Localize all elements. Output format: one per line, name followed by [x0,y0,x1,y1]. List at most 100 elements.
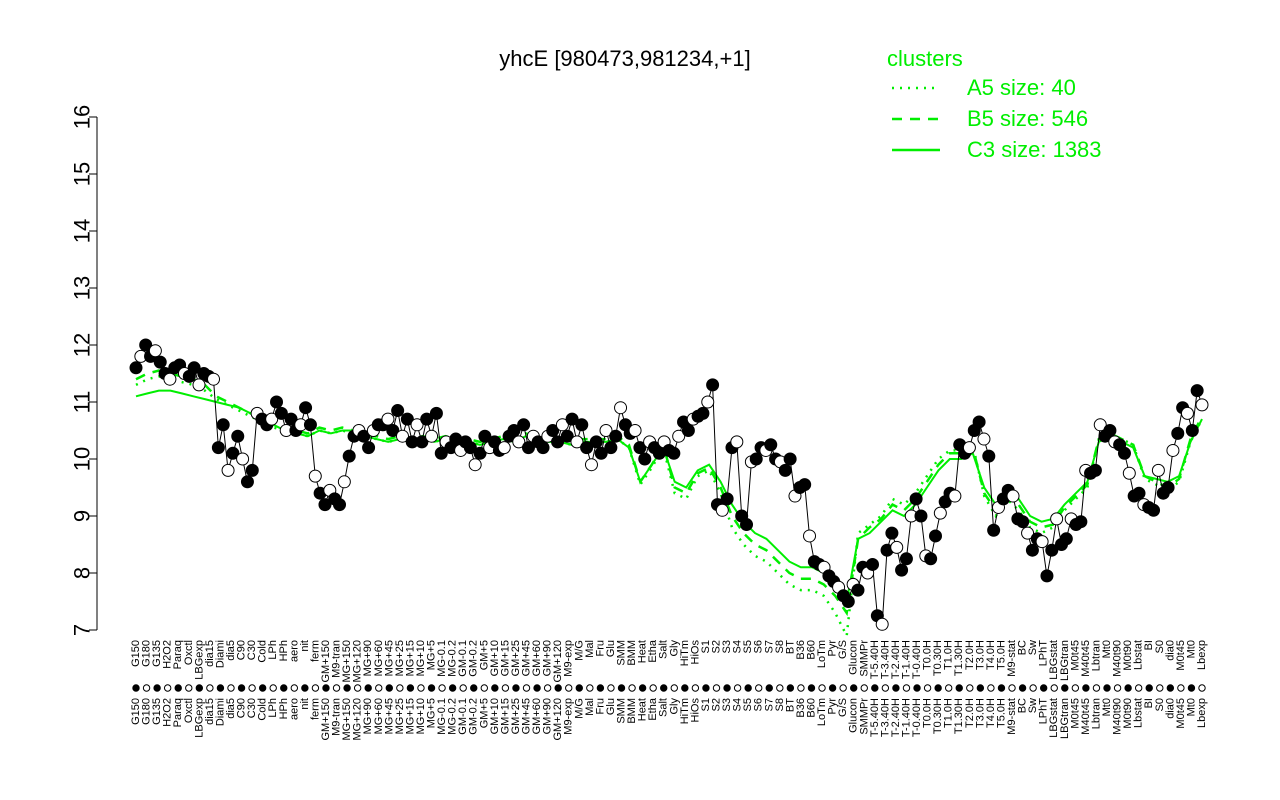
x-tick-label: LoTm [816,698,828,726]
x-tick-label: LPhT [1038,698,1050,725]
data-point [429,406,443,420]
data-point [536,441,550,455]
x-tick-label: M9-stat [1006,640,1018,677]
x-tick-label: Lbtran [1090,698,1102,729]
data-point [895,563,909,577]
x-tick-label: G150 [130,698,142,725]
data-point [1190,384,1204,398]
data-point [948,489,962,503]
data-point [1093,418,1107,432]
y-tick-label: 16 [70,105,95,129]
data-point [614,401,628,415]
x-marker [406,684,415,692]
x-marker [966,684,974,692]
x-marker [280,684,288,692]
x-marker [733,684,742,692]
data-point [551,435,565,449]
x-tick-label: T1.0H [943,698,955,728]
x-marker [691,684,700,692]
data-point [875,617,889,631]
x-tick-label: B36 [795,698,807,718]
x-tick-label: MG+45 [383,698,395,734]
x-marker [543,684,552,692]
x-axis: G150G150G180G180G135G135H2O2H2O2ParaqPar… [130,639,1208,740]
x-tick-label: Pyr [827,698,839,715]
x-tick-label: BT [784,698,796,712]
x-tick-label: C30 [246,698,258,718]
x-tick-label: Paraq [172,640,184,669]
legend-label: B5 size: 546 [967,106,1088,131]
data-point [798,478,812,492]
x-marker [385,684,394,692]
x-tick-label: GM-0.1 [457,698,469,735]
x-marker [1156,684,1164,692]
x-marker [839,684,847,692]
data-point [667,446,681,460]
data-point [236,452,250,466]
x-tick-label: GM+150 [320,640,332,683]
x-tick-label: Cold [257,698,269,721]
x-tick-label: S6 [753,640,765,653]
x-marker [163,684,172,692]
x-marker [1082,684,1090,692]
x-marker [765,684,773,692]
x-marker [470,684,478,692]
x-marker [892,684,900,692]
x-tick-label: Glucon [848,698,860,733]
x-marker [712,684,721,692]
x-marker [1071,684,1080,692]
data-point [977,432,991,446]
data-point [381,412,395,426]
x-tick-label: T-5.40H [869,640,881,679]
x-tick-label: Cold [257,640,269,663]
data-point [153,355,167,369]
x-marker [818,684,826,692]
x-tick-label: LBGstat [1048,640,1060,680]
x-tick-label: GM+15 [499,698,511,734]
x-tick-label: T0.0H [922,698,934,728]
data-point [740,518,754,532]
data-point [1180,406,1194,420]
x-tick-label: T1.0H [943,640,955,670]
x-tick-label: T-0.40H [911,698,923,737]
data-point [594,446,608,460]
x-tick-label: M9-tran [331,698,343,736]
x-tick-label: S2 [710,698,722,711]
x-marker [459,684,467,692]
x-tick-label: Glu [605,640,617,657]
x-tick-label: GM+90 [542,698,554,734]
data-point [231,429,245,443]
x-tick-label: T5.0H [995,640,1007,670]
x-tick-label: M9-exp [563,698,575,735]
x-marker [660,684,668,692]
x-marker [807,684,816,692]
x-tick-label: G135 [151,698,163,725]
x-tick-label: T1.30H [953,640,965,676]
x-tick-label: T0.0H [922,640,934,670]
x-tick-label: MG-0.1 [436,640,448,677]
x-marker [142,684,151,692]
x-tick-label: Fru [594,640,606,657]
x-marker [776,684,784,692]
x-marker [1008,684,1016,692]
x-tick-label: SMM [616,698,628,724]
data-point [609,429,623,443]
x-marker [1124,684,1132,692]
x-tick-label: SMMPr [858,698,870,735]
data-point [303,418,317,432]
x-tick-label: LPh [267,640,279,660]
legend-title: clusters [887,46,963,71]
x-tick-label: M40t45 [1080,640,1092,677]
x-marker [1113,684,1122,692]
x-marker [628,684,636,692]
x-tick-label: LBGtran [1059,640,1071,681]
x-tick-label: M0t45 [1175,698,1187,729]
data-point [463,441,477,455]
x-tick-label: M40t45 [1080,698,1092,735]
x-marker [1166,684,1175,692]
data-point [221,463,235,477]
x-tick-label: C30 [246,640,258,660]
data-point [962,441,976,455]
x-tick-label: GM+15 [499,640,511,676]
x-tick-label: GM+45 [521,698,533,734]
